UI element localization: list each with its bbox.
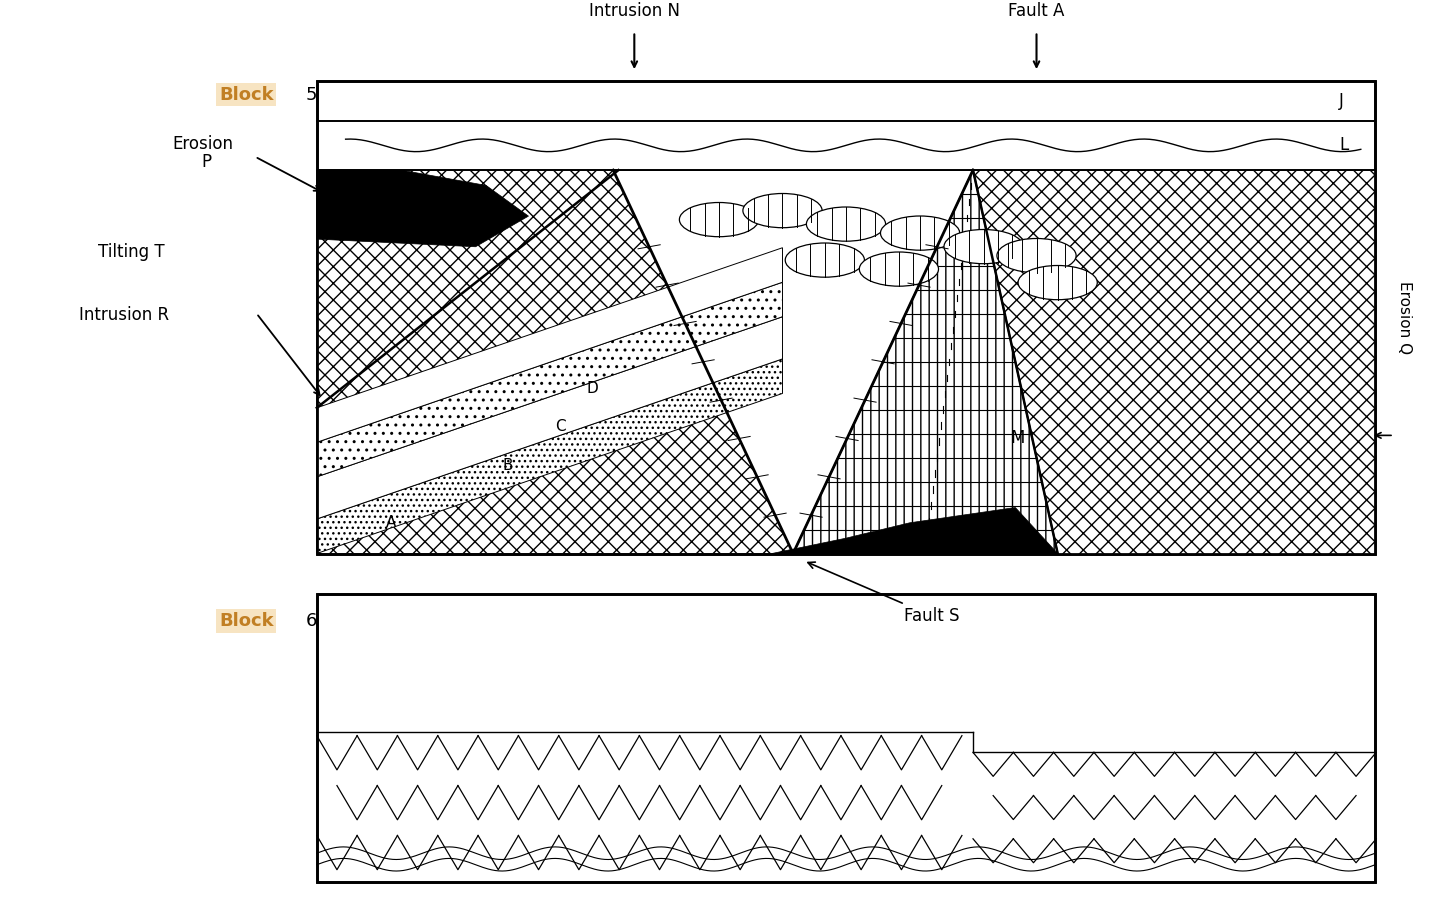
Text: 6: 6 xyxy=(305,612,317,630)
Ellipse shape xyxy=(1018,266,1097,300)
Polygon shape xyxy=(317,170,793,554)
Polygon shape xyxy=(317,81,1375,554)
Text: L: L xyxy=(1339,137,1348,155)
Polygon shape xyxy=(793,170,1057,554)
Text: Erosion: Erosion xyxy=(173,135,233,153)
Text: P: P xyxy=(202,153,212,171)
Polygon shape xyxy=(317,317,782,519)
Polygon shape xyxy=(317,359,782,554)
Text: Intrusion N: Intrusion N xyxy=(589,2,680,20)
Text: C: C xyxy=(554,419,566,435)
Ellipse shape xyxy=(880,216,959,250)
Text: Block: Block xyxy=(219,612,274,630)
Polygon shape xyxy=(317,248,782,442)
Text: Fault A: Fault A xyxy=(1008,2,1064,20)
Polygon shape xyxy=(317,283,782,477)
Ellipse shape xyxy=(680,202,759,237)
Polygon shape xyxy=(772,508,1057,554)
Text: 5: 5 xyxy=(305,86,317,104)
Ellipse shape xyxy=(860,252,939,286)
Ellipse shape xyxy=(996,238,1076,273)
Text: Tilting T: Tilting T xyxy=(98,243,164,261)
Text: A: A xyxy=(386,516,396,530)
Text: Erosion Q: Erosion Q xyxy=(1397,281,1411,354)
Text: Intrusion R: Intrusion R xyxy=(79,306,170,324)
Ellipse shape xyxy=(806,207,886,241)
Polygon shape xyxy=(317,170,528,247)
Ellipse shape xyxy=(945,230,1024,264)
Polygon shape xyxy=(317,594,1375,882)
Ellipse shape xyxy=(785,243,864,277)
Text: J: J xyxy=(1339,92,1344,110)
Text: Fault S: Fault S xyxy=(808,562,960,625)
Ellipse shape xyxy=(743,194,822,228)
Text: D: D xyxy=(586,381,599,396)
Text: B: B xyxy=(503,458,513,473)
Polygon shape xyxy=(793,170,1375,554)
Text: M: M xyxy=(1009,429,1024,447)
Text: Block: Block xyxy=(219,86,274,104)
